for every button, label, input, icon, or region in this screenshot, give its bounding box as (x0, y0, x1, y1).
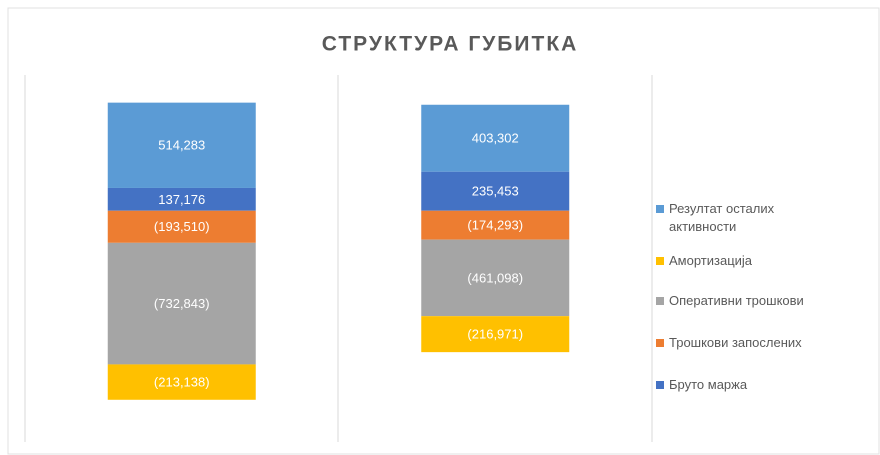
legend-swatch (656, 381, 664, 389)
legend-swatch (656, 297, 664, 305)
bar-segment (107, 364, 256, 400)
legend-item: Амортизација (656, 252, 846, 270)
data-label: 403,302 (472, 131, 519, 146)
data-label: (732,843) (154, 296, 210, 311)
bar-segment (107, 210, 256, 243)
data-label: 137,176 (158, 192, 205, 207)
bar-segment (107, 242, 256, 365)
legend-swatch (656, 257, 664, 265)
bar-segment (421, 239, 570, 317)
data-label: (216,971) (467, 327, 523, 342)
legend-label: Амортизација (669, 253, 753, 268)
legend-label: Трошкови запослених (669, 335, 802, 350)
legend-label: Оперативни трошкови (669, 293, 804, 308)
data-label: (174,293) (467, 218, 523, 233)
legend-item: Бруто маржа (656, 376, 846, 394)
bar-segment (421, 104, 570, 172)
legend-swatch (656, 339, 664, 347)
legend-label: Резултат осталих активности (669, 201, 775, 234)
chart-title: СТРУКТУРА ГУБИТКА (322, 33, 579, 56)
data-label: (193,510) (154, 219, 210, 234)
legend-item: Оперативни трошкови (656, 292, 846, 310)
bar-segment (421, 210, 570, 240)
bar-segment (421, 316, 570, 353)
legend-item: Трошкови запослених (656, 334, 846, 352)
data-label: (461,098) (467, 270, 523, 285)
bar-segment (107, 102, 256, 188)
data-label: 514,283 (158, 138, 205, 153)
bar-segment (107, 187, 256, 211)
legend-item: Резултат осталих активности (656, 200, 846, 236)
bar-segment (421, 171, 570, 211)
legend-label: Бруто маржа (669, 377, 748, 392)
legend-swatch (656, 205, 664, 213)
data-label: 235,453 (472, 184, 519, 199)
data-label: (213,138) (154, 375, 210, 390)
